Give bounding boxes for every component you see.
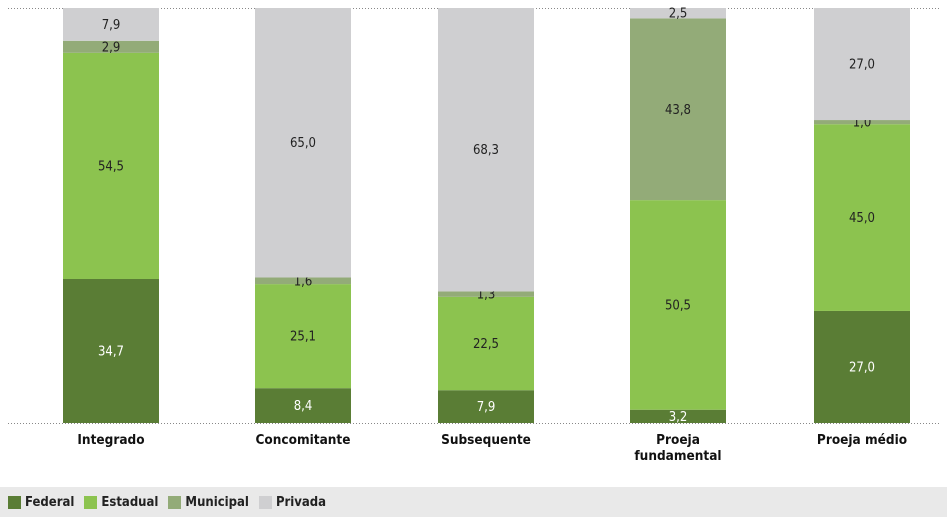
legend-swatch-estadual — [84, 495, 98, 509]
bar-segment-privada-4 — [814, 8, 910, 121]
data-label-municipal-0: 2,9 — [102, 40, 121, 55]
data-label-privada-0: 7,9 — [102, 18, 121, 33]
bar-segment-municipal-4 — [814, 120, 910, 125]
category-label-4: Proeja médio — [817, 432, 907, 448]
bar-segment-federal-3 — [630, 409, 726, 423]
bar-segment-privada-2 — [438, 8, 534, 292]
legend-swatch-federal — [8, 495, 21, 509]
data-label-federal-0: 34,7 — [98, 344, 124, 359]
data-label-privada-2: 68,3 — [473, 143, 499, 158]
data-label-federal-2: 7,9 — [477, 400, 496, 415]
legend-item-federal: Federal — [8, 495, 74, 510]
data-label-estadual-1: 25,1 — [290, 330, 316, 345]
bar-segment-estadual-3 — [630, 200, 726, 410]
bar-segment-municipal-1 — [255, 277, 351, 285]
data-label-federal-4: 27,0 — [849, 360, 875, 375]
bar-segment-federal-0 — [63, 278, 159, 423]
legend-label-municipal: Municipal — [185, 494, 249, 510]
bar-segment-estadual-2 — [438, 296, 534, 391]
bars-group: 34,754,52,97,98,425,11,665,07,922,51,368… — [63, 7, 910, 425]
data-label-privada-3: 2,5 — [669, 7, 688, 22]
data-label-estadual-2: 22,5 — [473, 337, 499, 352]
legend-label-estadual: Estadual — [101, 494, 159, 510]
category-label-2: Subsequente — [441, 432, 531, 448]
bar-segment-municipal-3 — [630, 18, 726, 201]
legend-label-federal: Federal — [25, 494, 75, 510]
bar-segment-estadual-4 — [814, 124, 910, 311]
data-label-privada-1: 65,0 — [290, 136, 316, 151]
bar-segment-federal-1 — [255, 388, 351, 423]
category-label-3-line-1: fundamental — [634, 448, 721, 464]
legend-item-municipal: Municipal — [168, 495, 249, 510]
category-label-0: Integrado — [77, 432, 144, 448]
data-label-federal-3: 3,2 — [669, 410, 688, 425]
legend-swatch-privada — [258, 495, 272, 509]
legend-label-privada: Privada — [275, 494, 327, 510]
bar-segment-municipal-0 — [63, 40, 159, 53]
bar-segment-privada-0 — [63, 8, 159, 41]
bar-segment-federal-2 — [438, 390, 534, 423]
stacked-bar-chart: 34,754,52,97,98,425,11,665,07,922,51,368… — [8, 7, 940, 464]
bar-segment-municipal-2 — [438, 291, 534, 297]
legend-swatch-municipal — [168, 495, 182, 509]
data-label-estadual-3: 50,5 — [665, 298, 691, 313]
data-label-municipal-1: 1,6 — [294, 274, 313, 289]
legend-item-privada: Privada — [258, 494, 327, 510]
legend: Federal Estadual Municipal Privada — [0, 487, 947, 517]
data-label-estadual-0: 54,5 — [98, 159, 124, 174]
bar-segment-privada-3 — [630, 8, 726, 19]
bar-segment-federal-4 — [814, 310, 910, 423]
category-labels: Integrado Concomitante Subsequente Proejafu… — [77, 432, 907, 464]
category-label-3-line-0: Proeja — [656, 432, 700, 448]
data-label-estadual-4: 45,0 — [849, 211, 875, 226]
bar-segment-privada-1 — [255, 8, 351, 278]
category-label-1: Concomitante — [256, 432, 351, 448]
legend-item-estadual: Estadual — [84, 495, 158, 510]
bar-segment-estadual-1 — [255, 284, 351, 389]
bar-segment-estadual-0 — [63, 52, 159, 279]
data-label-privada-4: 27,0 — [849, 58, 875, 73]
data-label-federal-1: 8,4 — [294, 399, 313, 414]
data-label-municipal-3: 43,8 — [665, 103, 691, 118]
